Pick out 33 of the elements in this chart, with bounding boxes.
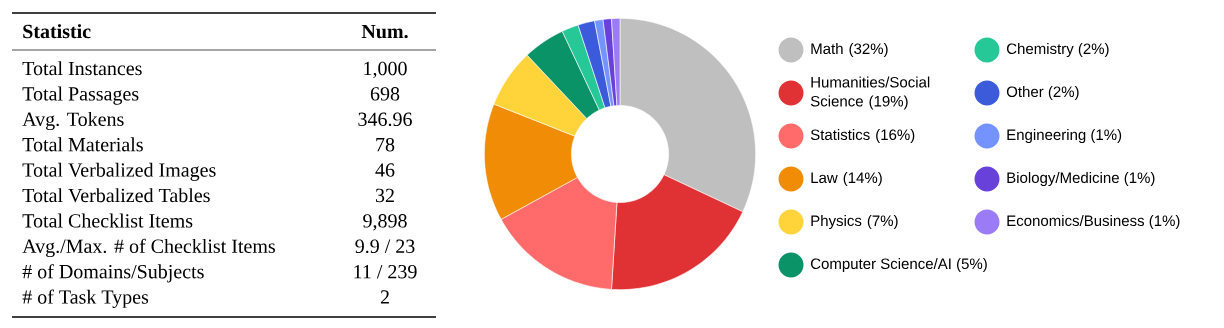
category-label: Total Materials xyxy=(22,137,143,152)
category-label: Avg./Max. # of Checklist Items xyxy=(22,238,275,258)
category-label: Total Checklist Items xyxy=(22,213,193,228)
legend-label: Economics/Business (1%) xyxy=(1007,215,1180,229)
text: Statistic xyxy=(23,24,91,39)
legend-label: Statistics (16%) xyxy=(810,129,915,143)
legend-label: Physics (7%) xyxy=(811,215,898,229)
legend-label: Chemistry (2%) xyxy=(1006,43,1109,57)
legend-label: Other (2%) xyxy=(1006,86,1079,100)
category-label: Total Verbalized Images xyxy=(22,162,216,181)
category-label: Total Passages xyxy=(22,86,139,105)
category-label: Avg. Tokens xyxy=(22,111,124,131)
category-label: # of Task Types xyxy=(22,289,149,308)
text: 9.9 / 23 xyxy=(355,239,415,254)
category-label: # of Domains/Subjects xyxy=(22,264,204,283)
text: 2 xyxy=(380,290,389,304)
text: Num. xyxy=(361,24,408,39)
legend-label: Law (14%) xyxy=(811,172,882,186)
category-label: Total Verbalized Tables xyxy=(22,188,210,203)
text: 9,898 xyxy=(363,214,407,231)
legend-label: Math (32%) xyxy=(811,43,888,57)
text: 1,000 xyxy=(364,61,407,79)
text: 346.96 xyxy=(358,112,412,127)
category-label: Total Instances xyxy=(22,61,142,76)
text: 78 xyxy=(376,137,395,152)
text: 32 xyxy=(375,188,394,203)
legend-label: Computer Science/AI (5%) xyxy=(810,258,987,272)
text: 698 xyxy=(370,87,400,101)
legend-label: Humanities/Social Science (19%) xyxy=(810,76,930,110)
text: 46 xyxy=(375,163,395,177)
legend-label: Engineering (1%) xyxy=(1007,129,1122,143)
legend-label: Biology/Medicine (1%) xyxy=(1007,172,1155,186)
text: 11 / 239 xyxy=(354,264,417,279)
